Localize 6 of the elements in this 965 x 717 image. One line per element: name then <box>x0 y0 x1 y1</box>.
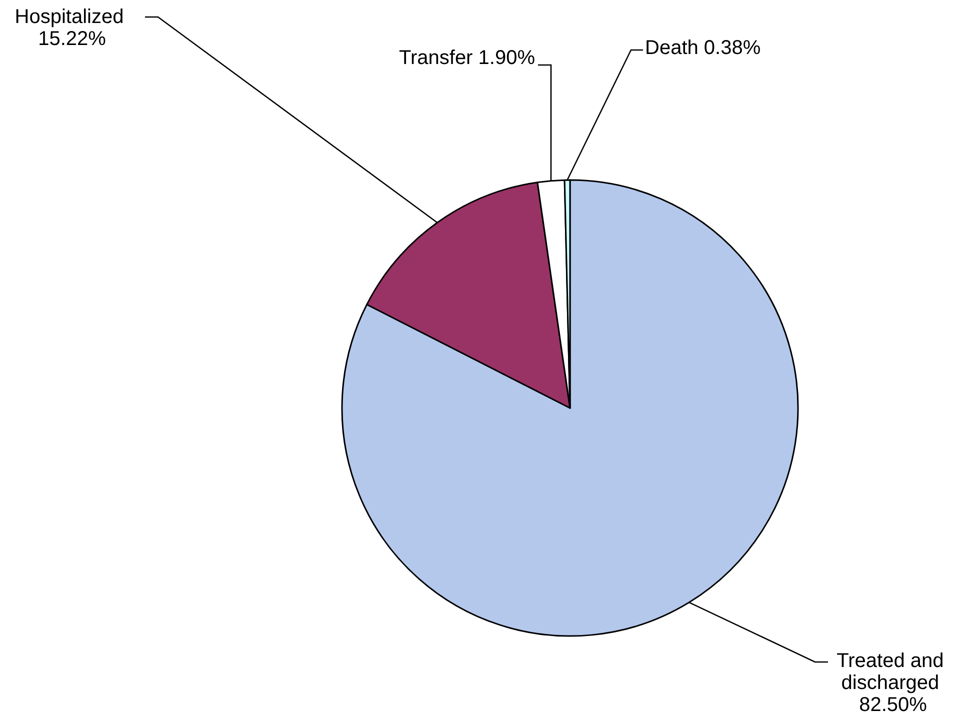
slice-label: Transfer 1.90% <box>399 47 536 69</box>
slice-label: Treated and discharged <box>836 650 950 694</box>
data-label: 15.22% <box>38 28 106 50</box>
data-label: 82.50% <box>859 694 928 716</box>
slice-label: Death 0.38% <box>645 37 761 59</box>
slice-label: Hospitalized <box>14 6 130 28</box>
